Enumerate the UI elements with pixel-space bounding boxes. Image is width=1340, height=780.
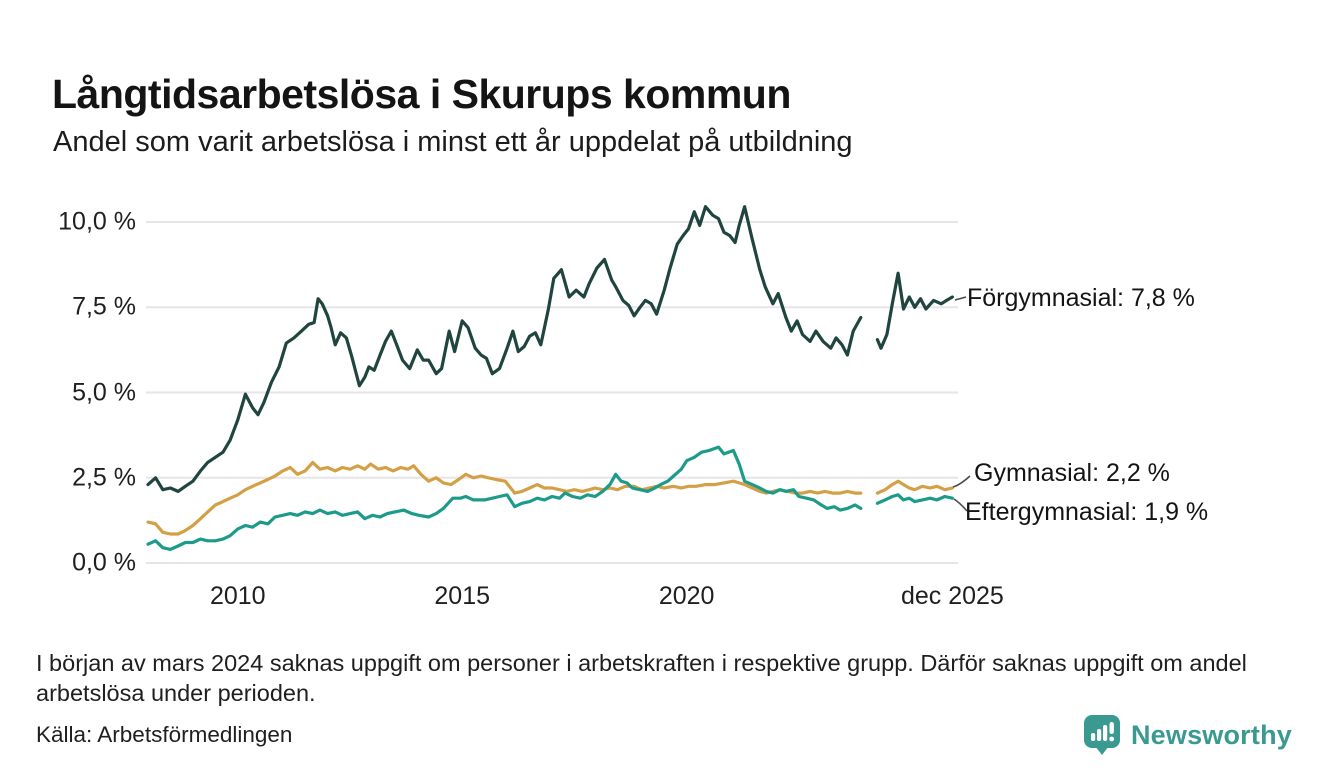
label-leader-lines xyxy=(952,296,971,512)
data-gap-footnote: I början av mars 2024 saknas uppgift om … xyxy=(36,650,1247,706)
series-line-förgymnasial xyxy=(875,271,954,350)
y-axis-tick-label: 7,5 % xyxy=(72,292,136,321)
gridlines xyxy=(146,221,958,564)
series-line-eftergymnasial xyxy=(875,493,954,505)
y-axis-tick-label: 10,0 % xyxy=(58,207,136,236)
series-line-förgymnasial xyxy=(146,205,863,493)
y-axis-tick-label: 2,5 % xyxy=(72,463,136,492)
series-line-gymnasial xyxy=(146,460,863,536)
source-note: Källa: Arbetsförmedlingen xyxy=(36,722,293,747)
y-axis-tick-label: 0,0 % xyxy=(72,548,136,577)
series-line-eftergymnasial xyxy=(146,445,863,551)
series-label-eftergymnasial: Eftergymnasial: 1,9 % xyxy=(965,498,1209,526)
x-axis-tick-label: 2015 xyxy=(434,582,491,610)
x-axis-tick-label: dec 2025 xyxy=(900,582,1004,610)
y-axis-tick-label: 5,0 % xyxy=(72,378,136,406)
series-label-forgymnasial: Förgymnasial: 7,8 % xyxy=(967,284,1195,312)
x-axis-tick-label: 2010 xyxy=(209,582,266,610)
newsworthy-logo-icon xyxy=(1083,715,1120,755)
x-axis-tick-label: 2020 xyxy=(658,582,715,610)
series-lines xyxy=(146,205,954,551)
newsworthy-logo-text: Newsworthy xyxy=(1130,719,1292,750)
page-subtitle: Andel som varit arbetslösa i minst ett å… xyxy=(53,126,853,158)
newsworthy-branding: Newsworthy xyxy=(1083,714,1292,756)
series-line-gymnasial xyxy=(875,479,954,495)
series-label-gymnasial: Gymnasial: 2,2 % xyxy=(974,459,1170,487)
page-title: Långtidsarbetslösa i Skurups kommun xyxy=(52,71,791,118)
